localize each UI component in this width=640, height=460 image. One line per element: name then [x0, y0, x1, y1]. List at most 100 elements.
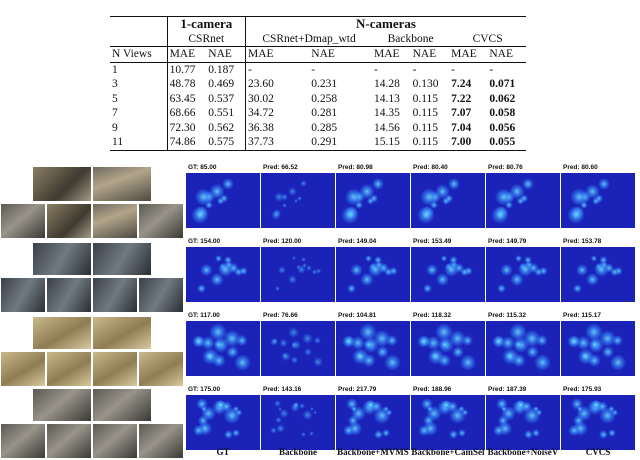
density-blob	[278, 266, 286, 274]
density-map-cell: Pred: 80.76	[486, 164, 560, 229]
camera-view-thumbnail	[92, 423, 138, 459]
table-cell: -	[451, 63, 456, 76]
density-blob	[234, 354, 251, 371]
pred-count-label: Pred: 143.16	[263, 386, 302, 393]
density-blob	[494, 188, 513, 206]
density-blob	[221, 400, 233, 412]
density-blob	[292, 402, 300, 409]
density-blob	[422, 283, 432, 293]
density-map-cell: GT: 154.00	[186, 238, 260, 303]
density-blob	[215, 254, 222, 262]
table-cell: 0.187	[208, 63, 235, 76]
density-blob	[373, 406, 391, 424]
blank-header	[110, 32, 167, 47]
table-cell: 0.285	[311, 121, 338, 134]
density-blob	[373, 329, 391, 348]
camera-view-thumbnail	[92, 316, 152, 350]
density-heatmap	[186, 321, 260, 376]
pred-count-label: Pred: 153.49	[413, 238, 452, 245]
density-blob	[437, 353, 451, 367]
density-blob	[451, 345, 465, 359]
density-heatmap	[186, 247, 260, 302]
table-row: 5 63.45 0.537 30.02 0.258 14.13 0.115 7.22 0.062	[110, 91, 526, 106]
density-blob	[341, 205, 360, 224]
density-blob	[362, 353, 376, 367]
density-blob	[223, 255, 233, 265]
pred-count-label: Pred: 153.78	[563, 238, 602, 245]
table-row: 1 10.77 0.187- - - - - -	[110, 62, 526, 77]
pred-count-label: Pred: 66.52	[263, 164, 298, 171]
group-header-n-cameras: N-cameras	[245, 16, 526, 32]
camera-view-thumbnail	[138, 351, 184, 387]
group-header-1-camera: 1-camera	[166, 16, 246, 32]
density-blob	[418, 424, 430, 436]
density-blob	[201, 405, 208, 412]
density-blob	[309, 431, 315, 436]
density-blob	[378, 262, 389, 273]
density-blob	[566, 205, 585, 224]
density-blob	[443, 261, 459, 277]
camera-view-thumbnail	[46, 277, 92, 313]
density-blob	[219, 194, 228, 203]
model-header-cvcs: CVCS	[449, 31, 526, 47]
density-heatmap	[486, 247, 560, 302]
density-blob	[212, 353, 226, 367]
density-blob	[270, 426, 278, 434]
scene-thumbnails-1	[0, 166, 184, 240]
density-blob	[521, 400, 533, 412]
density-blob	[423, 414, 434, 426]
density-blob	[614, 266, 624, 276]
pred-count-label: Pred: 149.04	[338, 238, 377, 245]
density-blob	[528, 262, 539, 273]
density-blob	[275, 416, 282, 424]
table-cell: 0.056	[489, 121, 516, 134]
density-blob	[273, 400, 281, 408]
density-heatmap	[486, 395, 560, 450]
density-blob	[417, 335, 431, 349]
caption-strip	[0, 0, 640, 6]
density-blob	[302, 333, 313, 344]
density-heatmap	[561, 173, 635, 228]
density-blob	[497, 414, 509, 426]
density-blob	[204, 201, 213, 210]
gt-count-label: GT: 154.00	[188, 238, 221, 245]
density-blob	[288, 326, 300, 338]
density-blob	[435, 272, 450, 287]
density-blob	[279, 338, 288, 348]
density-blob	[599, 429, 609, 439]
density-blob	[426, 405, 433, 412]
density-blob	[601, 345, 615, 359]
density-blob	[191, 205, 210, 224]
density-blob	[296, 196, 302, 201]
density-blob	[276, 424, 285, 433]
table-cell: -	[245, 62, 310, 77]
table-cell: 23.60	[245, 77, 310, 92]
density-blob	[534, 267, 544, 277]
group-header-row: 1-camera N-cameras	[110, 16, 526, 32]
density-blob	[595, 194, 604, 203]
table-cell: 0.281	[311, 107, 338, 120]
density-heatmap	[186, 395, 260, 450]
table-cell: 48.78	[166, 77, 207, 92]
density-blob	[365, 254, 372, 262]
density-blob	[277, 407, 282, 411]
density-heatmap	[336, 395, 410, 450]
camera-view-thumbnail	[32, 316, 92, 350]
pred-count-label: Pred: 187.39	[488, 386, 527, 393]
density-blob	[300, 257, 307, 263]
density-blob	[291, 342, 297, 348]
density-blob	[512, 353, 526, 367]
density-blob	[368, 261, 384, 277]
method-label: Backbone	[278, 447, 317, 457]
camera-view-thumbnail	[32, 166, 92, 202]
pred-count-label: Pred: 115.17	[563, 312, 601, 319]
col-header: NAE	[412, 48, 437, 61]
n-views-cell: 1	[112, 63, 118, 76]
density-heatmap	[561, 321, 635, 376]
density-map-cell: Pred: 149.79	[486, 238, 560, 303]
density-blob	[519, 194, 528, 203]
table-cell: 0.258	[311, 92, 338, 105]
table-cell: 15.15	[373, 136, 400, 149]
density-blob	[347, 414, 359, 426]
density-map-cell: Pred: 175.93	[561, 386, 635, 451]
